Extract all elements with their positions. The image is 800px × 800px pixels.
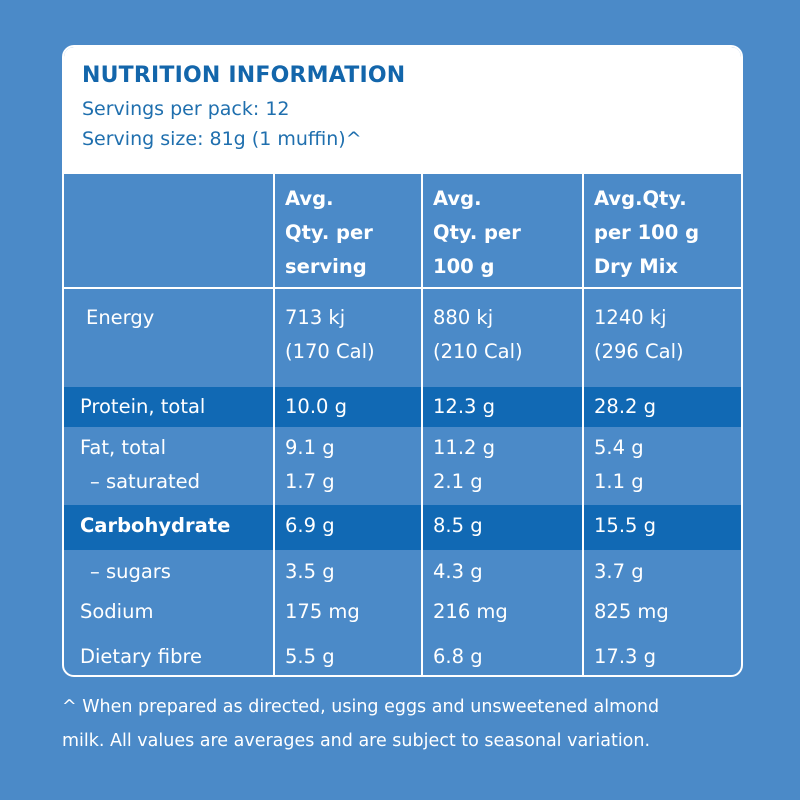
nutrition-panel: NUTRITION INFORMATION Servings per pack:… <box>62 45 743 677</box>
table-row-energy: Energy 713 kj (170 Cal) 880 kj (210 Cal) 1… <box>64 288 741 387</box>
cell: 28.2 g <box>582 387 741 427</box>
header-line: Qty. per <box>285 221 373 244</box>
header-line: Avg.Qty. <box>594 187 687 210</box>
cell: 8.5 g <box>421 505 583 550</box>
cell: 713 kj (170 Cal) <box>273 288 422 387</box>
footnote-line: milk. All values are averages and are su… <box>62 731 651 751</box>
cell: 10.0 g <box>273 387 422 427</box>
header-per-serving: Avg. Qty. per serving <box>273 174 422 289</box>
header-line: Qty. per <box>433 221 521 244</box>
table-row-carbohydrate: Carbohydrate 6.9 g 8.5 g 15.5 g <box>64 505 741 550</box>
header-line: Avg. <box>433 187 482 210</box>
header-line: per 100 g <box>594 221 700 244</box>
row-label: – sugars <box>90 560 171 583</box>
cell: 175 mg <box>273 595 422 640</box>
cell: 216 mg <box>421 595 583 640</box>
servings-per-pack: Servings per pack: 12 <box>82 98 290 120</box>
cell: 9.1 g 1.7 g <box>273 427 422 505</box>
cell: 5.5 g <box>273 640 422 675</box>
cell: 825 mg <box>582 595 741 640</box>
cell: 15.5 g <box>582 505 741 550</box>
cell: 6.8 g <box>421 640 583 675</box>
cell: 5.4 g 1.1 g <box>582 427 741 505</box>
header-line: serving <box>285 255 367 278</box>
header-line: 100 g <box>433 255 495 278</box>
table-row-fibre: Dietary fibre 5.5 g 6.8 g 17.3 g <box>64 640 741 675</box>
header-dry-mix: Avg.Qty. per 100 g Dry Mix <box>582 174 741 289</box>
cell: 4.3 g <box>421 550 583 595</box>
row-label: Carbohydrate <box>64 505 274 550</box>
table-row-sugars: – sugars 3.5 g 4.3 g 3.7 g <box>64 550 741 595</box>
cell: 1240 kj (296 Cal) <box>582 288 741 387</box>
row-label: Sodium <box>80 600 154 623</box>
table-header-row: Avg. Qty. per serving Avg. Qty. per 100 g Av… <box>64 174 741 289</box>
serving-size: Serving size: 81g (1 muffin)^ <box>82 128 362 150</box>
cell: 6.9 g <box>273 505 422 550</box>
cell: 12.3 g <box>421 387 583 427</box>
footnote: ^ When prepared as directed, using eggs … <box>62 690 762 758</box>
footnote-line: ^ When prepared as directed, using eggs … <box>62 697 660 717</box>
header-line: Dry Mix <box>594 255 678 278</box>
cell: 11.2 g 2.1 g <box>421 427 583 505</box>
row-label: Fat, total – saturated <box>80 436 201 493</box>
table-row-sodium: Sodium 175 mg 216 mg 825 mg <box>64 595 741 640</box>
header-blank <box>64 174 274 289</box>
table-row-protein: Protein, total 10.0 g 12.3 g 28.2 g <box>64 387 741 427</box>
row-label: Protein, total <box>64 387 274 427</box>
cell: 3.5 g <box>273 550 422 595</box>
row-label: Energy <box>86 306 155 329</box>
nutrition-table: Avg. Qty. per serving Avg. Qty. per 100 g Av… <box>64 174 741 675</box>
panel-title: NUTRITION INFORMATION <box>82 63 406 88</box>
cell: 880 kj (210 Cal) <box>421 288 583 387</box>
cell: 3.7 g <box>582 550 741 595</box>
cell: 17.3 g <box>582 640 741 675</box>
header-per-100g: Avg. Qty. per 100 g <box>421 174 583 289</box>
row-label: Dietary fibre <box>80 645 203 668</box>
header-line: Avg. <box>285 187 334 210</box>
panel-header: NUTRITION INFORMATION Servings per pack:… <box>64 47 741 174</box>
